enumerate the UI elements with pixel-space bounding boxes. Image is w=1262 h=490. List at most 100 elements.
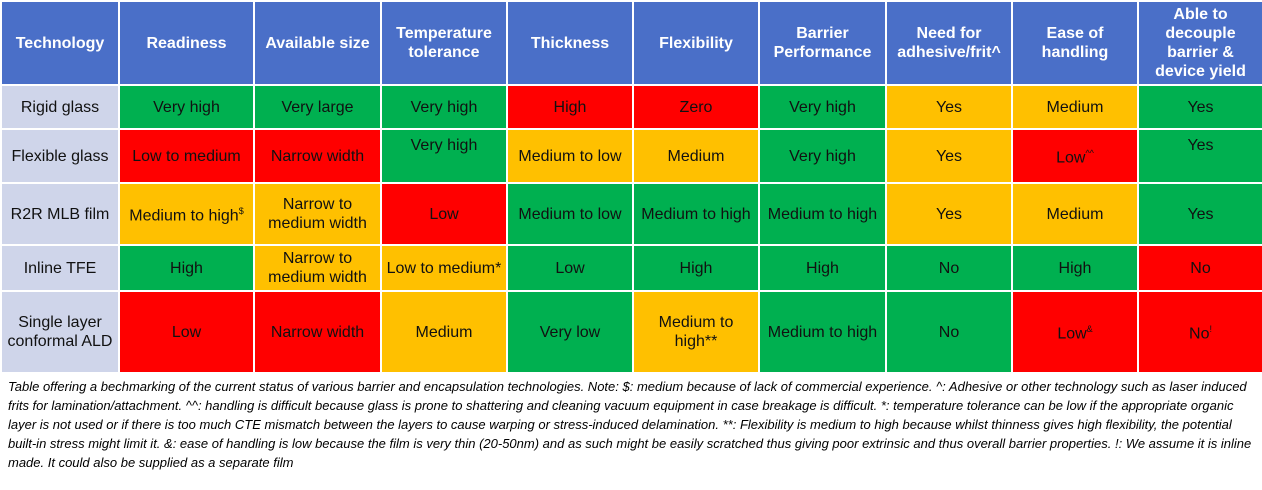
rating-cell: No [1137, 244, 1262, 292]
cell-text: Flexible glass [11, 147, 109, 165]
benchmark-table: Technology Readiness Available size Tempera… [0, 0, 1262, 374]
cell-text: Low [171, 323, 202, 341]
rating-cell: Yes [885, 128, 1013, 184]
cell-text: Medium to low [518, 147, 622, 165]
rating-cell: Medium to high [632, 182, 760, 246]
rating-cell: Very high [758, 128, 887, 184]
cell-text: Low to medium [132, 147, 241, 165]
header-cell: Available size [253, 0, 382, 86]
rating-cell: Yes [1137, 84, 1262, 130]
rating-cell: Medium to high** [632, 290, 760, 374]
rating-cell: High [118, 244, 255, 292]
rating-cell: Low [506, 244, 634, 292]
cell-text: Narrow to medium width [268, 250, 367, 286]
cell-text: High [1058, 259, 1092, 277]
cell-text: No [938, 259, 960, 277]
cell-text: Narrow width [270, 147, 365, 165]
cell-text: High [553, 98, 587, 116]
rating-cell: Narrow to medium width [253, 244, 382, 292]
rating-cell: Low to medium* [380, 244, 508, 292]
header-cell: Able to decouple barrier & device yield [1137, 0, 1262, 86]
header-row: Technology Readiness Available size Tempera… [0, 0, 1262, 86]
header-cell: Temperature tolerance [380, 0, 508, 86]
table-row: Inline TFE High Narrow to medium width Low … [0, 244, 1262, 292]
rating-cell: Very high [118, 84, 255, 130]
header-cell: Need for adhesive/frit^ [885, 0, 1013, 86]
cell-text: Medium to high [767, 323, 878, 341]
cell-text: Rigid glass [20, 98, 100, 116]
rating-cell: Low to medium [118, 128, 255, 184]
header-cell: Flexibility [632, 0, 760, 86]
rating-cell: Medium to low [506, 182, 634, 246]
cell-text: Low [429, 205, 459, 223]
rating-cell: Narrow width [253, 128, 382, 184]
rating-cell: Low [380, 182, 508, 246]
rating-cell: Low [118, 290, 255, 374]
caption: Table offering a bechmarking of the curr… [8, 379, 1252, 470]
cell-text: Medium to high [767, 205, 878, 223]
cell-text: Very large [281, 98, 354, 116]
rating-cell: High [1011, 244, 1139, 292]
cell-text: No [1189, 325, 1210, 343]
rating-cell: No [885, 290, 1013, 374]
table-body: Rigid glass Very high Very large Very high H… [0, 84, 1262, 374]
row-label: Rigid glass [0, 84, 120, 130]
footnote-mark: $ [238, 206, 244, 217]
cell-text: High [806, 259, 839, 277]
row-label: Single layer conformal ALD [0, 290, 120, 374]
cell-text: Yes [935, 98, 963, 116]
cell-text: Very low [539, 323, 601, 341]
rating-cell: Low& [1011, 290, 1139, 374]
cell-text: Narrow width [270, 323, 365, 341]
rating-cell: Very high [380, 128, 508, 184]
rating-cell: Yes [1137, 128, 1262, 184]
rating-cell: No! [1137, 290, 1262, 374]
cell-text: Very high [153, 98, 220, 116]
rating-cell: No [885, 244, 1013, 292]
rating-cell: Narrow width [253, 290, 382, 374]
rating-cell: Yes [885, 182, 1013, 246]
rating-cell: Yes [1137, 182, 1262, 246]
cell-text: Medium [415, 323, 473, 341]
table-row: Single layer conformal ALD Low Narrow widt… [0, 290, 1262, 374]
row-label: Flexible glass [0, 128, 120, 184]
rating-cell: High [506, 84, 634, 130]
rating-cell: Very low [506, 290, 634, 374]
header-cell: Ease of handling [1011, 0, 1139, 86]
row-label: R2R MLB film [0, 182, 120, 246]
cell-text: R2R MLB film [10, 205, 110, 223]
rating-cell: Zero [632, 84, 760, 130]
rating-cell: Yes [885, 84, 1013, 130]
cell-text: Yes [935, 147, 963, 165]
cell-text: No [938, 323, 960, 341]
cell-text: Yes [1187, 98, 1214, 116]
table-row: Rigid glass Very high Very large Very high H… [0, 84, 1262, 130]
rating-cell: High [632, 244, 760, 292]
header-cell: Readiness [118, 0, 255, 86]
cell-text: No [1190, 259, 1211, 277]
footnote-mark: & [1086, 324, 1093, 335]
rating-cell: Medium [380, 290, 508, 374]
rating-cell: Medium [1011, 84, 1139, 130]
rating-cell: Medium [1011, 182, 1139, 246]
cell-text: Zero [679, 98, 713, 116]
cell-text: Yes [1187, 205, 1214, 223]
cell-text: Medium to high** [658, 314, 734, 350]
rating-cell: Medium to high$ [118, 182, 255, 246]
cell-text: Medium [667, 147, 725, 165]
cell-text: Very high [410, 137, 478, 154]
header-cell: Technology [0, 0, 120, 86]
cell-text: Medium to low [518, 205, 622, 223]
rating-cell: Medium to high [758, 290, 887, 374]
rating-cell: Very high [758, 84, 887, 130]
rating-cell: Medium [632, 128, 760, 184]
table-row: R2R MLB film Medium to high$ Narrow to med… [0, 182, 1262, 246]
header-cell: Barrier Performance [758, 0, 887, 86]
cell-text: Very high [410, 98, 478, 116]
cell-text: Yes [935, 205, 963, 223]
header-cell: Thickness [506, 0, 634, 86]
rating-cell: Medium to low [506, 128, 634, 184]
cell-text: Yes [1187, 137, 1214, 154]
rating-cell: Narrow to medium width [253, 182, 382, 246]
